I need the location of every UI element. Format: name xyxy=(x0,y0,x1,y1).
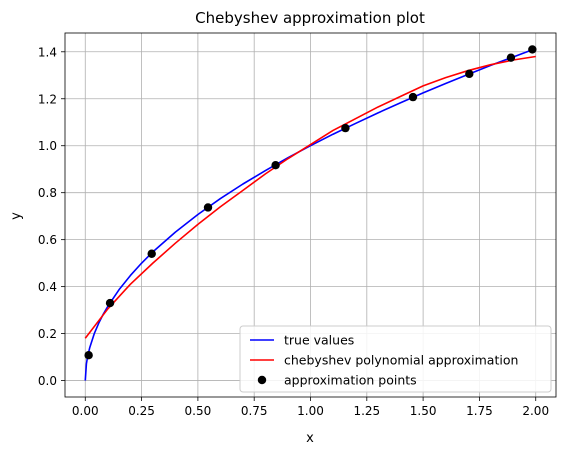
x-tick-label: 1.00 xyxy=(297,404,324,418)
y-tick-label: 1.4 xyxy=(38,45,57,59)
approximation-point xyxy=(84,350,93,360)
approximation-point xyxy=(271,161,280,170)
legend-label: chebyshev polynomial approximation xyxy=(284,353,518,368)
approximation-point xyxy=(105,298,115,308)
approximation-point xyxy=(203,203,213,212)
legend-box xyxy=(239,325,552,393)
legend: true values chebyshev polynomial approxim… xyxy=(239,325,552,393)
x-tick-label: 1.75 xyxy=(466,404,493,418)
approximation-point xyxy=(147,249,156,258)
y-tick-label: 0.2 xyxy=(38,327,57,341)
x-tick-label: 0.75 xyxy=(241,404,268,418)
legend-label: true values xyxy=(284,333,354,348)
legend-label: approximation points xyxy=(284,373,417,388)
x-tick-label: 0.50 xyxy=(185,404,212,418)
y-tick-label: 0.8 xyxy=(38,186,57,200)
x-tick-label: 0.25 xyxy=(128,404,155,418)
plot-area xyxy=(84,45,537,381)
approximation-point xyxy=(341,123,350,133)
x-tick-label: 1.50 xyxy=(410,404,437,418)
approximation-point xyxy=(528,45,537,54)
approximation-point xyxy=(408,92,418,102)
ticks: 0.00 0.25 0.50 0.75 1.00 1.25 1.50 1.75 2.00 0.0 0… xyxy=(38,45,549,418)
y-tick-label: 0.6 xyxy=(38,233,57,247)
y-tick-label: 0.4 xyxy=(38,280,57,294)
x-tick-label: 1.25 xyxy=(353,404,380,418)
y-tick-label: 1.2 xyxy=(38,92,57,106)
y-axis-label: y xyxy=(9,212,24,220)
approximation-point xyxy=(506,53,516,62)
series-line-0 xyxy=(84,47,537,381)
legend-swatch xyxy=(257,375,267,385)
chart-title: Chebyshev approximation plot xyxy=(195,9,425,27)
x-tick-label: 2.00 xyxy=(522,404,549,418)
x-axis-label: x xyxy=(306,431,314,446)
x-tick-label: 0.00 xyxy=(72,404,99,418)
y-tick-label: 1.0 xyxy=(38,139,57,153)
y-tick-label: 0.0 xyxy=(38,374,57,388)
series-line-1 xyxy=(84,55,536,339)
approximation-point xyxy=(465,69,474,79)
